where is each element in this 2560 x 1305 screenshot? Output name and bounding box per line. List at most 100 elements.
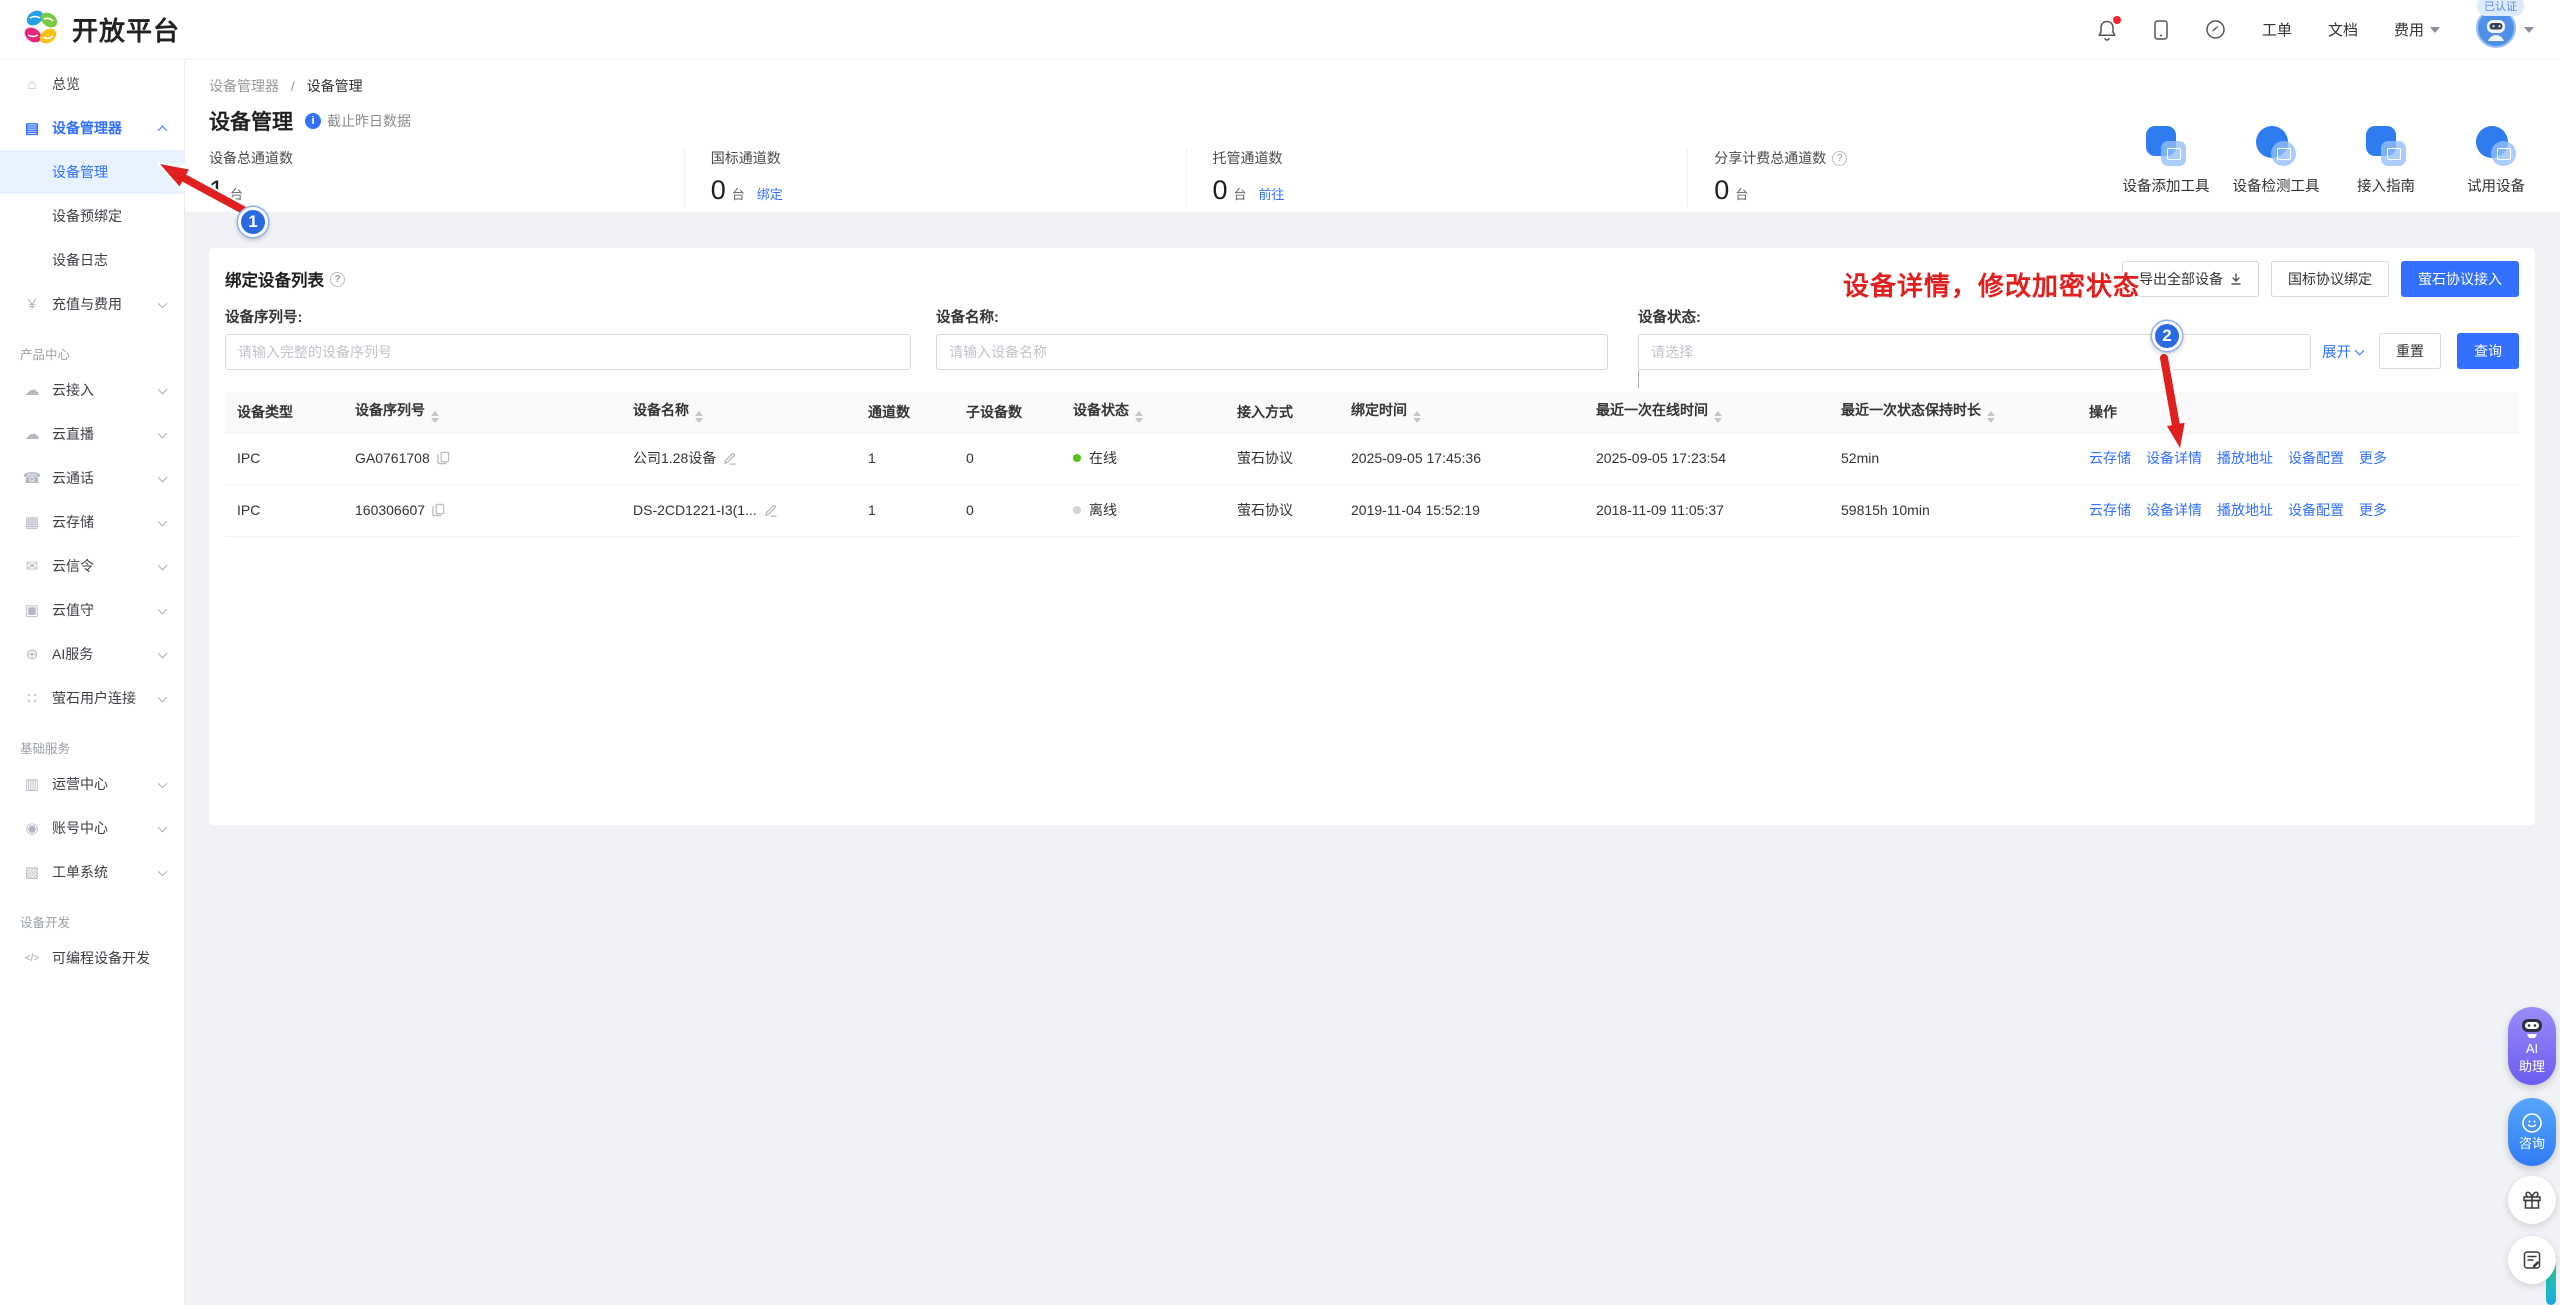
feedback-button[interactable] [2508, 1236, 2556, 1284]
tool-0[interactable]: 设备添加工具 [2118, 126, 2214, 196]
device-name-input[interactable] [936, 334, 1608, 370]
top-header: 开放平台 工单 文档 费用 [0, 0, 2560, 60]
sidebar-item[interactable]: ▦ 云存储 [0, 500, 184, 544]
cell-actions: 云存储 设备详情 播放地址 设备配置 更多 [2077, 432, 2519, 485]
sort-icon[interactable] [1413, 411, 1421, 424]
sidebar-item[interactable]: ⌂ 总览 [0, 62, 184, 106]
column-header: 设备状态 [1061, 392, 1225, 433]
tool-1[interactable]: 设备检测工具 [2228, 126, 2324, 196]
cell-text: 2018-11-09 11:05:37 [1596, 502, 1724, 518]
sidebar-item[interactable]: ¥ 充值与费用 [0, 282, 184, 326]
breadcrumb-parent[interactable]: 设备管理器 [209, 78, 279, 94]
row-action-4[interactable]: 更多 [2359, 502, 2387, 518]
row-action-4[interactable]: 更多 [2359, 450, 2387, 466]
brand-logo[interactable]: 开放平台 [22, 8, 180, 51]
message-icon: ✉ [25, 558, 39, 575]
user-avatar-menu[interactable]: 已认证 [2476, 0, 2534, 52]
row-action-3[interactable]: 设备配置 [2288, 502, 2344, 518]
cell-last-online: 2018-11-09 11:05:37 [1584, 484, 1829, 537]
mobile-icon[interactable] [2153, 19, 2169, 41]
copy-icon[interactable] [437, 451, 450, 465]
reset-button[interactable]: 重置 [2379, 333, 2441, 369]
notification-dot [2112, 15, 2121, 24]
sidebar-item-selected[interactable]: 设备管理 [0, 150, 184, 194]
row-action-0[interactable]: 云存储 [2089, 450, 2131, 466]
tool-shortcuts: 设备添加工具 设备检测工具 接入指南 试用设备 [2118, 126, 2544, 196]
cell-serial: GA0761708 [343, 432, 621, 485]
sort-icon[interactable] [431, 411, 439, 424]
sidebar-item[interactable]: ✉ 云信令 [0, 544, 184, 588]
nav-fees[interactable]: 费用 [2394, 19, 2440, 40]
sidebar-item[interactable]: </> 可编程设备开发 [0, 936, 184, 980]
cell-sub-devices: 0 [954, 484, 1061, 537]
sort-icon[interactable] [1987, 411, 1995, 424]
help-icon[interactable]: ? [1832, 150, 1848, 166]
sidebar-item[interactable]: ▣ 云值守 [0, 588, 184, 632]
tool-label: 设备检测工具 [2232, 179, 2320, 195]
sidebar-section-label: 基础服务 [20, 742, 71, 756]
sidebar-item[interactable]: ▧ 工单系统 [0, 850, 184, 894]
search-button[interactable]: 查询 [2457, 333, 2519, 369]
column-header-label: 绑定时间 [1351, 402, 1407, 419]
expand-filters-link[interactable]: 展开 [2322, 341, 2365, 362]
stat-2: 托管通道数 0 台前往 [1185, 148, 1688, 206]
community-icon[interactable] [2205, 19, 2226, 40]
consult-phone-icon [2522, 1113, 2542, 1133]
column-header: 绑定时间 [1339, 392, 1584, 433]
sort-icon[interactable] [1135, 411, 1143, 424]
tool-label: 接入指南 [2357, 179, 2415, 195]
ai-assistant-button[interactable]: AI 助理 [2508, 1007, 2556, 1085]
sidebar-item[interactable]: ▤ 设备管理器 [0, 106, 184, 150]
row-action-1[interactable]: 设备详情 [2146, 502, 2202, 518]
nav-docs[interactable]: 文档 [2327, 22, 2358, 39]
row-action-3[interactable]: 设备配置 [2288, 450, 2344, 466]
chevron-down-icon [2430, 26, 2440, 33]
cell-text: 2025-09-05 17:23:54 [1596, 450, 1726, 466]
stat-link[interactable]: 绑定 [756, 187, 783, 202]
row-action-1[interactable]: 设备详情 [2146, 450, 2202, 466]
copy-icon[interactable] [432, 503, 445, 517]
stat-1: 国标通道数 0 台绑定 [683, 148, 1186, 206]
consult-button[interactable]: 咨询 [2508, 1098, 2556, 1166]
serial-number-input[interactable] [225, 334, 911, 370]
export-all-devices-button[interactable]: 导出全部设备 [2122, 261, 2259, 297]
stat-value: 0 [710, 175, 726, 205]
sort-icon[interactable] [1714, 411, 1722, 424]
tool-2[interactable]: 接入指南 [2338, 126, 2434, 196]
serial-text: 160306607 [355, 502, 426, 518]
row-action-0[interactable]: 云存储 [2089, 502, 2131, 518]
sidebar-item[interactable]: ☁ 云直播 [0, 412, 184, 456]
help-icon[interactable]: ? [330, 271, 345, 287]
sidebar-item-child[interactable]: 设备日志 [0, 238, 184, 282]
row-action-2[interactable]: 播放地址 [2217, 450, 2273, 466]
sidebar-item-child[interactable]: 设备预绑定 [0, 194, 184, 238]
tool-3[interactable]: 试用设备 [2448, 126, 2544, 196]
edit-icon[interactable] [764, 504, 777, 517]
sidebar-item-label: 设备管理 [52, 164, 108, 180]
row-action-2[interactable]: 播放地址 [2217, 502, 2273, 518]
sort-icon[interactable] [695, 411, 703, 424]
breadcrumb-separator: / [290, 78, 295, 94]
edit-icon[interactable] [723, 452, 736, 465]
sidebar-item[interactable]: ◉ 账号中心 [0, 806, 184, 850]
cell-actions: 云存储 设备详情 播放地址 设备配置 更多 [2077, 484, 2519, 537]
cell-text: 0 [966, 502, 974, 518]
device-status-select[interactable]: 请选择 [1638, 334, 2311, 370]
sidebar-item[interactable]: ☎ 云通话 [0, 456, 184, 500]
gb-protocol-bind-button[interactable]: 国标协议绑定 [2271, 261, 2389, 297]
sidebar-item[interactable]: ▥ 运营中心 [0, 762, 184, 806]
sidebar-item[interactable]: ⊕ AI服务 [0, 632, 184, 676]
gift-button[interactable] [2508, 1176, 2556, 1224]
sidebar-item[interactable]: ∷ 萤石用户连接 [0, 676, 184, 720]
sidebar-item-label: AI服务 [52, 646, 94, 662]
list-section-title-text: 绑定设备列表 [225, 272, 324, 290]
nav-work-order[interactable]: 工单 [2261, 22, 2292, 39]
column-header: 通道数 [856, 392, 954, 433]
chevron-up-icon [157, 125, 168, 135]
stat-link[interactable]: 前往 [1258, 187, 1285, 202]
ezviz-protocol-access-button[interactable]: 萤石协议接入 [2401, 261, 2519, 297]
stat-unit: 台 [731, 187, 745, 202]
notification-bell-icon[interactable] [2097, 15, 2121, 41]
sidebar-item[interactable]: ☁ 云接入 [0, 368, 184, 412]
device-detect-tool-icon [2254, 126, 2298, 166]
